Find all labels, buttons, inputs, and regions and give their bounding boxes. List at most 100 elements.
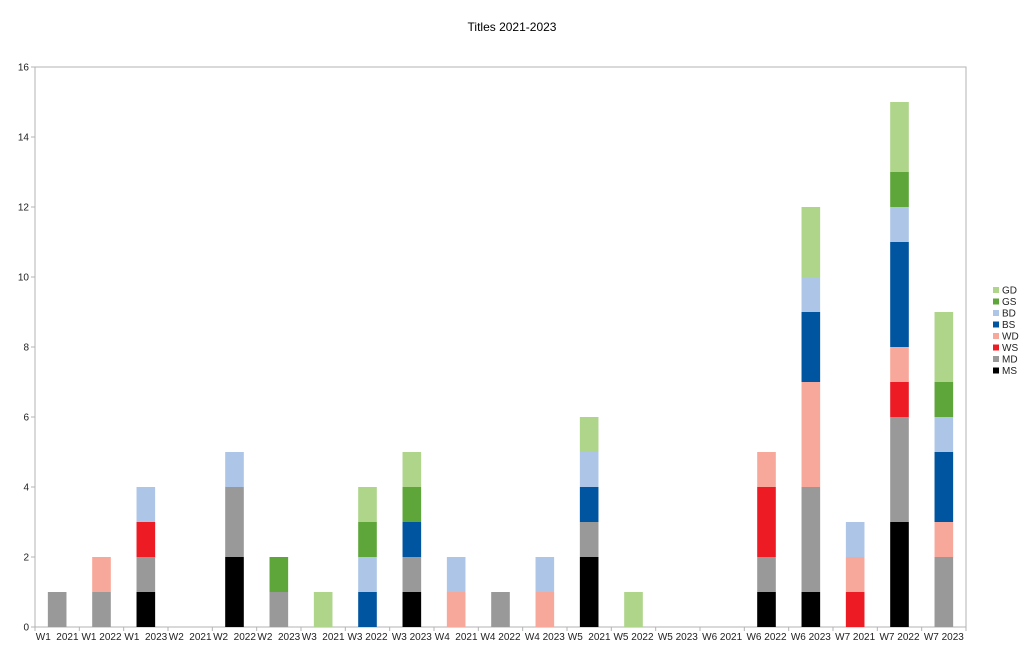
legend-swatch-md: [993, 356, 999, 362]
bar-segment-md: [92, 592, 111, 627]
bar-segment-md: [47, 592, 67, 627]
bar-segment-wd: [845, 557, 865, 592]
x-tick-label: W2 2023: [257, 632, 300, 643]
legend-swatch-ms: [993, 367, 999, 374]
bar-segment-ms: [402, 592, 422, 627]
bar-segment-bd: [136, 487, 156, 522]
x-tick-label: W6 2023: [791, 632, 831, 643]
bar-segment-gd: [313, 592, 333, 627]
legend-label-bd: BD: [1002, 309, 1016, 320]
bar-segment-md: [934, 557, 954, 627]
y-tick-label: 10: [18, 273, 30, 284]
legend-swatch-bd: [993, 310, 999, 316]
bar-segment-md: [757, 557, 776, 592]
bar-segment-wd: [446, 592, 466, 627]
x-axis: W1 2021 W1 2022 W1 2023 W2 2021 W2 2022 W2 20…: [34, 627, 967, 643]
bar-segment-wd: [92, 557, 111, 592]
y-tick-label: 14: [18, 133, 30, 144]
bar-segment-md: [491, 592, 510, 627]
y-tick-label: 8: [23, 343, 29, 354]
bar-segment-bd: [890, 207, 909, 242]
bar-segment-gd: [801, 207, 821, 277]
bar-segment-wd: [890, 347, 909, 382]
bar-segment-bd: [358, 557, 377, 592]
x-tick-label: W4 2022: [480, 632, 520, 643]
bar-segment-gd: [624, 592, 643, 627]
bar-segment-bd: [845, 522, 865, 557]
x-tick-label: W4 2021: [435, 632, 478, 643]
bar-segment-gs: [402, 487, 422, 522]
bar-segment-wd: [757, 452, 776, 487]
bar-segment-gs: [934, 382, 954, 417]
x-tick-label: W3 2021: [302, 632, 345, 643]
bar-segment-bs: [801, 312, 821, 382]
bar-segment-ws: [136, 522, 156, 557]
bar-segment-bs: [934, 452, 954, 522]
bar-segment-md: [136, 557, 156, 592]
bar-segment-bs: [402, 522, 422, 557]
bar-segment-bs: [358, 592, 377, 627]
bars: [47, 102, 954, 627]
bar-segment-wd: [535, 592, 555, 627]
legend-label-gd: GD: [1002, 286, 1017, 297]
bar-segment-ms: [225, 557, 244, 627]
y-tick-label: 12: [18, 203, 30, 214]
bar-segment-bd: [446, 557, 466, 592]
bar-segment-ms: [136, 592, 156, 627]
bar-segment-bs: [579, 487, 599, 522]
x-tick-label: W5 2023: [658, 632, 698, 643]
bar-segment-md: [225, 487, 244, 557]
x-tick-label: W6 2021: [702, 632, 742, 643]
y-tick-label: 6: [23, 413, 29, 424]
y-tick-label: 16: [18, 63, 30, 74]
bar-segment-bd: [579, 452, 599, 487]
x-tick-label: W3 2023: [392, 632, 432, 643]
bar-segment-bd: [225, 452, 244, 487]
legend-label-md: MD: [1002, 355, 1018, 366]
bar-segment-md: [402, 557, 422, 592]
legend-label-gs: GS: [1002, 297, 1017, 308]
x-tick-label: W6 2022: [746, 632, 786, 643]
x-tick-label: W1 2021: [36, 632, 79, 643]
x-tick-label: W3 2022: [347, 632, 387, 643]
bar-segment-ws: [757, 487, 776, 557]
chart-title: Titles 2021-2023: [468, 20, 557, 34]
y-axis: 0 2 4 6 8 10 12 14 16: [18, 63, 35, 634]
bar-segment-bd: [535, 557, 555, 592]
legend-label-wd: WD: [1002, 332, 1019, 343]
x-tick-label: W2 2022: [213, 632, 256, 643]
y-tick-label: 4: [23, 483, 29, 494]
bar-segment-gd: [358, 487, 377, 522]
x-tick-label: W1 2023: [124, 632, 167, 643]
x-tick-label: W4 2023: [525, 632, 565, 643]
bar-segment-gd: [579, 417, 599, 452]
x-tick-label: W7 2023: [924, 632, 964, 643]
bar-segment-gd: [402, 452, 422, 487]
y-tick-label: 2: [23, 553, 29, 564]
plot-area: [34, 66, 967, 628]
bar-segment-bs: [890, 242, 909, 347]
x-tick-label: W7 2021: [835, 632, 875, 643]
legend-swatch-gd: [993, 287, 999, 293]
x-tick-label: W2 2021: [169, 632, 212, 643]
bar-segment-md: [801, 487, 821, 592]
bar-segment-ws: [845, 592, 865, 627]
legend-label-bs: BS: [1002, 320, 1016, 331]
x-tick-label: W5 2021: [568, 632, 611, 643]
bar-segment-md: [269, 592, 289, 627]
bar-segment-md: [579, 522, 599, 557]
bar-segment-bd: [934, 417, 954, 452]
bar-segment-wd: [801, 382, 821, 487]
legend-swatch-bs: [993, 321, 999, 328]
bar-segment-ms: [890, 522, 909, 627]
bar-segment-bd: [801, 277, 821, 312]
y-tick-label: 0: [23, 623, 29, 634]
bar-segment-md: [890, 417, 909, 522]
x-tick-label: W7 2022: [879, 632, 919, 643]
bar-segment-gs: [269, 557, 289, 592]
bar-segment-gs: [358, 522, 377, 557]
bar-segment-ws: [890, 382, 909, 417]
x-tick-label: W1 2022: [81, 632, 121, 643]
